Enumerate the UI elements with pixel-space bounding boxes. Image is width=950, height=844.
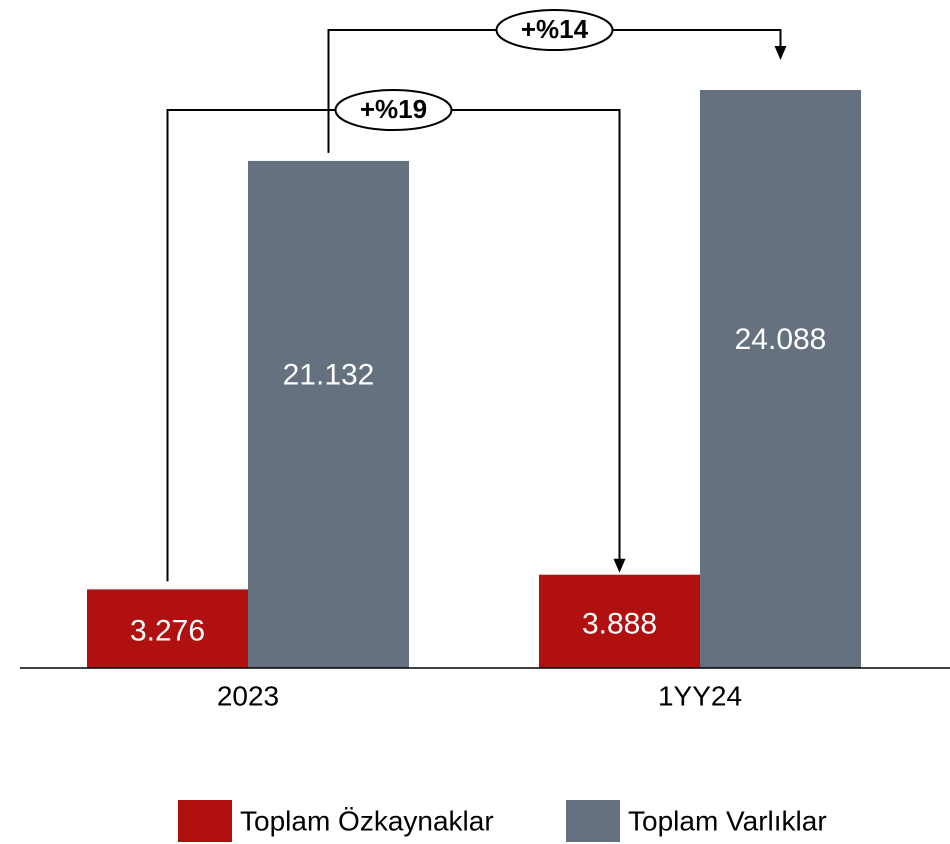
value-label: 3.888 xyxy=(582,607,657,640)
value-label: 21.132 xyxy=(283,358,375,391)
x-tick-label: 2023 xyxy=(217,680,279,711)
legend-swatch xyxy=(566,800,620,842)
annotation: +%19 xyxy=(360,94,427,124)
annotation: +%14 xyxy=(521,14,589,44)
arrowhead xyxy=(774,46,787,60)
annotation-bubble xyxy=(334,89,453,131)
legend-label: Toplam Özkaynaklar xyxy=(240,805,494,836)
annotation-bubble xyxy=(495,9,614,51)
x-tick-label: 1YY24 xyxy=(658,680,742,711)
bar xyxy=(87,589,248,668)
bar xyxy=(539,574,700,668)
legend-label: Toplam Varlıklar xyxy=(628,805,827,836)
legend-swatch xyxy=(178,800,232,842)
bar xyxy=(248,160,409,669)
value-label: 3.276 xyxy=(130,615,205,648)
arrowhead xyxy=(613,558,626,573)
value-label: 24.088 xyxy=(735,323,827,356)
bar xyxy=(700,90,861,668)
